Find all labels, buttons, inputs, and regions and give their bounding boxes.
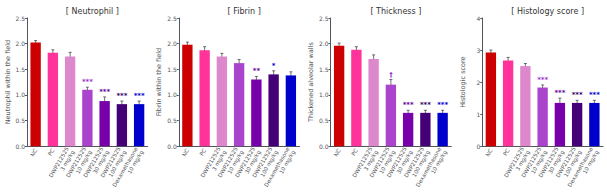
- svg-text:1.0: 1.0: [15, 91, 25, 98]
- svg-text:10 mg/kg: 10 mg/kg: [74, 149, 93, 175]
- svg-text:0.5: 0.5: [167, 117, 177, 124]
- svg-text:1.5: 1.5: [319, 66, 329, 73]
- svg-text:3 mg/kg: 3 mg/kg: [59, 149, 76, 172]
- svg-text:100 mg/kg: 100 mg/kg: [410, 149, 431, 178]
- svg-text:DWP212525: DWP212525: [199, 146, 222, 179]
- svg-text:***: ***: [554, 89, 565, 97]
- svg-text:DWP212525: DWP212525: [351, 146, 374, 179]
- svg-text:Dexamethasone: Dexamethasone: [263, 146, 291, 188]
- svg-text:10 mg/kg: 10 mg/kg: [226, 149, 245, 175]
- svg-text:[ Thickness ]: [ Thickness ]: [370, 7, 421, 16]
- svg-text:30 mg/kg: 30 mg/kg: [91, 149, 110, 175]
- svg-text:DWP212525: DWP212525: [403, 146, 426, 179]
- svg-text:10 mg/kg: 10 mg/kg: [378, 149, 397, 175]
- svg-text:10 mg/kg: 10 mg/kg: [529, 149, 548, 175]
- svg-text:Thickened alveolar walls: Thickened alveolar walls: [307, 42, 315, 123]
- svg-text:1.5: 1.5: [15, 66, 25, 73]
- svg-text:Dexamethasone: Dexamethasone: [566, 146, 595, 188]
- svg-text:NC: NC: [333, 148, 342, 158]
- svg-text:[ Neutrophil ]: [ Neutrophil ]: [66, 7, 119, 16]
- svg-text:3 mg/kg: 3 mg/kg: [362, 149, 379, 172]
- svg-text:4: 4: [476, 15, 480, 22]
- svg-text:DWP212525: DWP212525: [82, 146, 105, 179]
- svg-text:10 mg/kg: 10 mg/kg: [278, 149, 297, 175]
- svg-text:*: *: [272, 62, 276, 70]
- svg-text:***: ***: [82, 78, 93, 86]
- svg-text:Histologic score: Histologic score: [459, 56, 467, 107]
- svg-text:0.0: 0.0: [319, 143, 329, 150]
- svg-text:2.5: 2.5: [15, 15, 25, 22]
- svg-text:DWP212525: DWP212525: [47, 146, 70, 179]
- svg-text:30 mg/kg: 30 mg/kg: [395, 149, 414, 175]
- svg-text:30 mg/kg: 30 mg/kg: [547, 149, 566, 175]
- svg-text:NC: NC: [484, 148, 493, 158]
- svg-text:DWP212525: DWP212525: [99, 146, 122, 179]
- svg-text:Neutrophil within the field: Neutrophil within the field: [4, 40, 12, 125]
- svg-text:DWP212525: DWP212525: [251, 146, 274, 179]
- svg-text:***: ***: [99, 88, 110, 96]
- svg-text:1.0: 1.0: [319, 91, 329, 98]
- svg-text:***: ***: [572, 91, 583, 99]
- svg-text:30 mg/kg: 30 mg/kg: [243, 149, 262, 175]
- svg-text:[ Histology score ]: [ Histology score ]: [511, 7, 584, 16]
- svg-text:**: **: [253, 67, 261, 75]
- svg-text:PC: PC: [502, 148, 511, 157]
- svg-text:[ Fibrin ]: [ Fibrin ]: [228, 7, 261, 16]
- svg-text:PC: PC: [47, 148, 56, 157]
- svg-text:3 mg/kg: 3 mg/kg: [514, 149, 531, 172]
- svg-text:100 mg/kg: 100 mg/kg: [562, 149, 583, 178]
- svg-text:NC: NC: [29, 148, 38, 158]
- svg-text:NC: NC: [181, 148, 190, 158]
- svg-text:***: ***: [116, 92, 127, 100]
- svg-text:DWP212525: DWP212525: [520, 146, 543, 179]
- svg-text:2.0: 2.0: [319, 40, 329, 47]
- svg-text:0: 0: [476, 143, 480, 150]
- svg-text:***: ***: [420, 101, 431, 109]
- svg-text:DWP212525: DWP212525: [368, 146, 391, 179]
- svg-text:DWP212525: DWP212525: [554, 146, 577, 179]
- svg-text:3 mg/kg: 3 mg/kg: [210, 149, 228, 172]
- svg-text:Dexamethasone: Dexamethasone: [111, 146, 139, 188]
- svg-text:DWP212525: DWP212525: [503, 146, 526, 179]
- svg-text:0.5: 0.5: [15, 117, 25, 124]
- svg-text:10 mg/kg: 10 mg/kg: [582, 149, 601, 175]
- svg-text:Dexamethasone: Dexamethasone: [414, 146, 443, 188]
- svg-text:DWP212525: DWP212525: [537, 146, 560, 179]
- svg-text:2.5: 2.5: [167, 15, 177, 22]
- svg-text:10 mg/kg: 10 mg/kg: [430, 149, 449, 175]
- svg-text:2: 2: [476, 79, 480, 86]
- svg-text:***: ***: [437, 101, 448, 109]
- svg-text:100 mg/kg: 100 mg/kg: [259, 149, 279, 178]
- svg-text:DWP212525: DWP212525: [216, 146, 239, 179]
- svg-text:3: 3: [476, 47, 480, 54]
- svg-text:DWP212525: DWP212525: [385, 146, 408, 179]
- svg-text:2.0: 2.0: [15, 40, 25, 47]
- svg-text:0.0: 0.0: [167, 143, 177, 150]
- svg-text:0.0: 0.0: [15, 143, 25, 150]
- svg-text:1.5: 1.5: [167, 66, 177, 73]
- svg-text:Fibrin within the field: Fibrin within the field: [155, 48, 163, 116]
- svg-text:2.0: 2.0: [167, 40, 177, 47]
- svg-text:†: †: [389, 71, 393, 79]
- svg-text:10 mg/kg: 10 mg/kg: [126, 149, 145, 175]
- svg-text:1: 1: [476, 111, 480, 118]
- svg-text:2.5: 2.5: [319, 15, 329, 22]
- svg-text:100 mg/kg: 100 mg/kg: [107, 149, 128, 178]
- svg-text:***: ***: [403, 101, 414, 109]
- svg-text:1.0: 1.0: [167, 91, 177, 98]
- svg-text:***: ***: [537, 76, 548, 84]
- svg-text:DWP212525: DWP212525: [65, 146, 88, 179]
- svg-text:***: ***: [134, 92, 145, 100]
- svg-text:DWP212525: DWP212525: [234, 146, 257, 179]
- svg-text:PC: PC: [198, 148, 207, 157]
- svg-text:PC: PC: [350, 148, 359, 157]
- svg-text:0.5: 0.5: [319, 117, 329, 124]
- svg-text:***: ***: [589, 91, 600, 99]
